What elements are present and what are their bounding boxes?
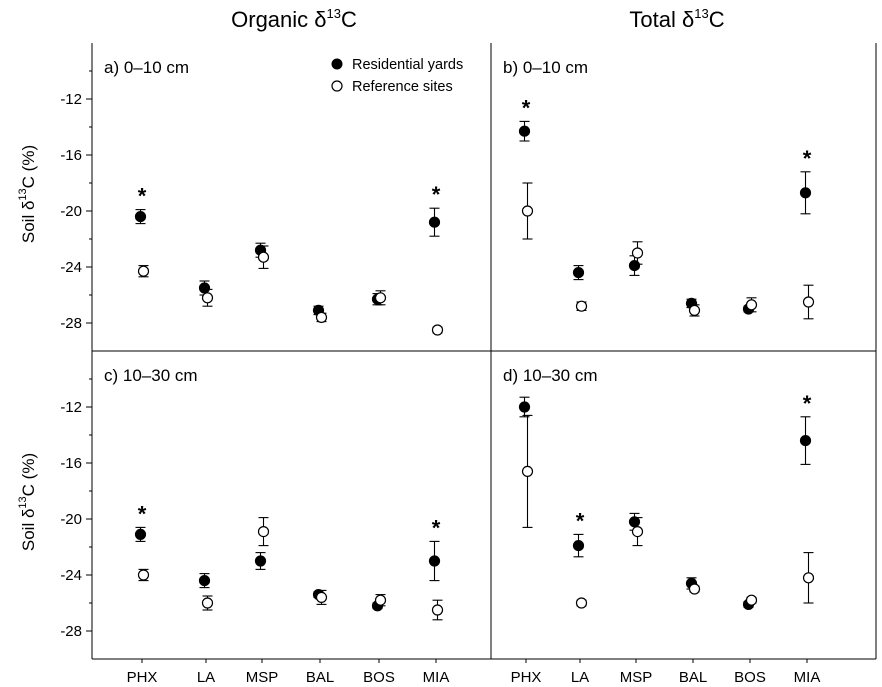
x-tick-label-bal: BAL — [306, 669, 334, 686]
panel-label-c: c) 10–30 cm — [104, 366, 198, 385]
x-tick-label-la: LA — [197, 669, 215, 686]
significance-star: * — [803, 146, 812, 171]
point-reference-bal — [315, 591, 328, 604]
plot-frame — [91, 43, 877, 660]
y-tick-label-c: -24 — [60, 567, 82, 584]
point-reference-bal — [688, 304, 701, 316]
point-reference-msp — [257, 251, 270, 263]
column-title-organic: Organic δ13C — [231, 6, 357, 32]
x-tick-label-phx: PHX — [127, 669, 158, 686]
x-tick-label-mia: MIA — [423, 669, 450, 686]
significance-star: * — [432, 182, 441, 207]
point-residential-mia — [799, 435, 812, 447]
point-reference-la — [201, 292, 214, 304]
x-tick-label-bos: BOS — [363, 669, 395, 686]
point-residential-la — [572, 267, 585, 279]
legend-filled-label: Residential yards — [352, 57, 463, 73]
point-residential-la — [198, 574, 211, 587]
y-tick-label-a: -20 — [60, 203, 82, 220]
x-tick-label-bos: BOS — [734, 669, 766, 686]
point-residential-la — [572, 539, 585, 552]
point-residential-phx — [518, 401, 531, 413]
point-reference-phx — [521, 205, 534, 217]
y-tick-label-a: -28 — [60, 315, 82, 332]
point-reference-la — [201, 597, 214, 609]
x-tick-label-mia: MIA — [794, 669, 821, 686]
point-reference-phx — [521, 465, 534, 477]
legend-open-marker — [331, 80, 343, 92]
point-reference-mia — [802, 296, 815, 308]
y-tick-label-a: -12 — [60, 91, 82, 108]
point-reference-msp — [631, 247, 644, 259]
x-tick-label-bal: BAL — [679, 669, 707, 686]
panel-label-b: b) 0–10 cm — [503, 58, 588, 77]
column-title-total: Total δ13C — [629, 6, 724, 32]
point-reference-mia — [431, 604, 444, 616]
y-tick-label-c: -12 — [60, 399, 82, 416]
significance-star: * — [138, 501, 147, 526]
point-reference-la — [575, 300, 588, 312]
significance-star: * — [432, 515, 441, 540]
point-reference-phx — [137, 265, 150, 277]
significance-star: * — [576, 508, 585, 533]
point-residential-phx — [518, 125, 531, 137]
significance-star: * — [138, 184, 147, 209]
x-tick-label-la: LA — [571, 669, 589, 686]
legend-filled-marker — [331, 58, 343, 70]
point-reference-msp — [257, 525, 270, 538]
point-reference-mia — [802, 572, 815, 584]
x-tick-label-msp: MSP — [246, 669, 279, 686]
legend: Residential yards Reference sites — [331, 57, 463, 95]
point-reference-bos — [374, 594, 387, 606]
point-reference-mia — [431, 324, 444, 336]
point-reference-la — [575, 597, 588, 609]
point-reference-bos — [745, 299, 758, 311]
significance-star: * — [522, 95, 531, 120]
x-tick-label-msp: MSP — [620, 669, 653, 686]
point-reference-phx — [137, 569, 150, 581]
y-tick-label-c: -16 — [60, 455, 82, 472]
y-tick-label-a: -16 — [60, 147, 82, 164]
x-tick-label-phx: PHX — [511, 669, 542, 686]
point-reference-bos — [745, 594, 758, 606]
panel-label-a: a) 0–10 cm — [104, 58, 189, 77]
point-residential-mia — [428, 555, 441, 567]
legend-open-label: Reference sites — [352, 79, 453, 95]
point-residential-mia — [428, 216, 441, 228]
y-axis-label-bottom: Soil δ13C (%) — [17, 453, 38, 551]
significance-star: * — [803, 391, 812, 416]
point-reference-bos — [374, 292, 387, 304]
point-residential-phx — [134, 528, 147, 541]
point-reference-bal — [688, 583, 701, 595]
point-reference-bal — [315, 311, 328, 323]
y-tick-label-a: -24 — [60, 259, 82, 276]
point-residential-mia — [799, 187, 812, 199]
panel-label-d: d) 10–30 cm — [503, 366, 598, 385]
point-reference-msp — [631, 525, 644, 538]
y-tick-label-c: -20 — [60, 511, 82, 528]
y-axis-label-top: Soil δ13C (%) — [17, 145, 38, 243]
y-tick-label-c: -28 — [60, 623, 82, 640]
point-residential-phx — [134, 211, 147, 223]
point-residential-msp — [254, 555, 267, 567]
